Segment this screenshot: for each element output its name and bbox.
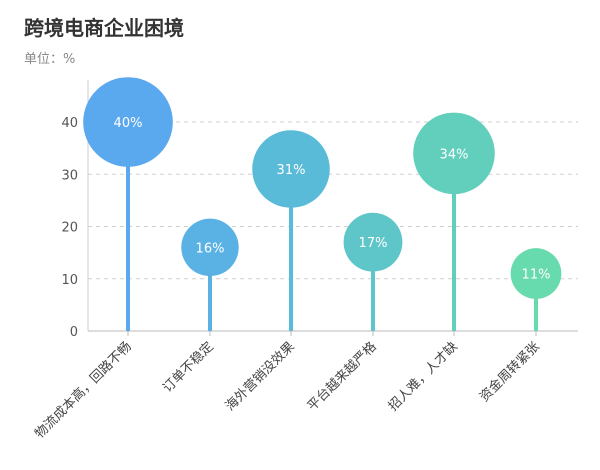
y-tick-label: 10 — [61, 273, 78, 288]
lollipop-bubble — [83, 77, 173, 167]
data-label: 31% — [277, 163, 306, 178]
lollipop-bubble — [510, 248, 562, 299]
data-label: 11% — [522, 268, 551, 283]
x-category-label: 物流成本高，回路不畅 — [32, 339, 135, 442]
y-tick-label: 0 — [70, 325, 78, 340]
x-category-label: 平台越来越严格 — [304, 339, 380, 415]
lollipop-bubble — [181, 218, 239, 277]
lollipop-bubble — [343, 212, 403, 272]
data-label: 40% — [114, 116, 143, 131]
x-category-label: 招人难，人才缺 — [386, 339, 461, 414]
chart-title: 跨境电商企业困境 — [24, 16, 184, 40]
lollipop-bubble — [413, 112, 495, 195]
y-tick-label: 30 — [61, 168, 78, 183]
y-tick-label: 40 — [61, 116, 78, 131]
lollipop-bubble — [252, 130, 330, 208]
data-label: 34% — [440, 147, 469, 162]
x-category-label: 海外营销没效果 — [223, 339, 298, 414]
y-tick-label: 20 — [61, 221, 78, 236]
data-label: 16% — [196, 241, 225, 256]
x-category-label: 资金周转紧张 — [476, 339, 542, 405]
data-label: 17% — [359, 236, 388, 251]
x-category-label: 订单不稳定 — [160, 339, 217, 396]
unit-label: 单位：% — [24, 52, 76, 67]
